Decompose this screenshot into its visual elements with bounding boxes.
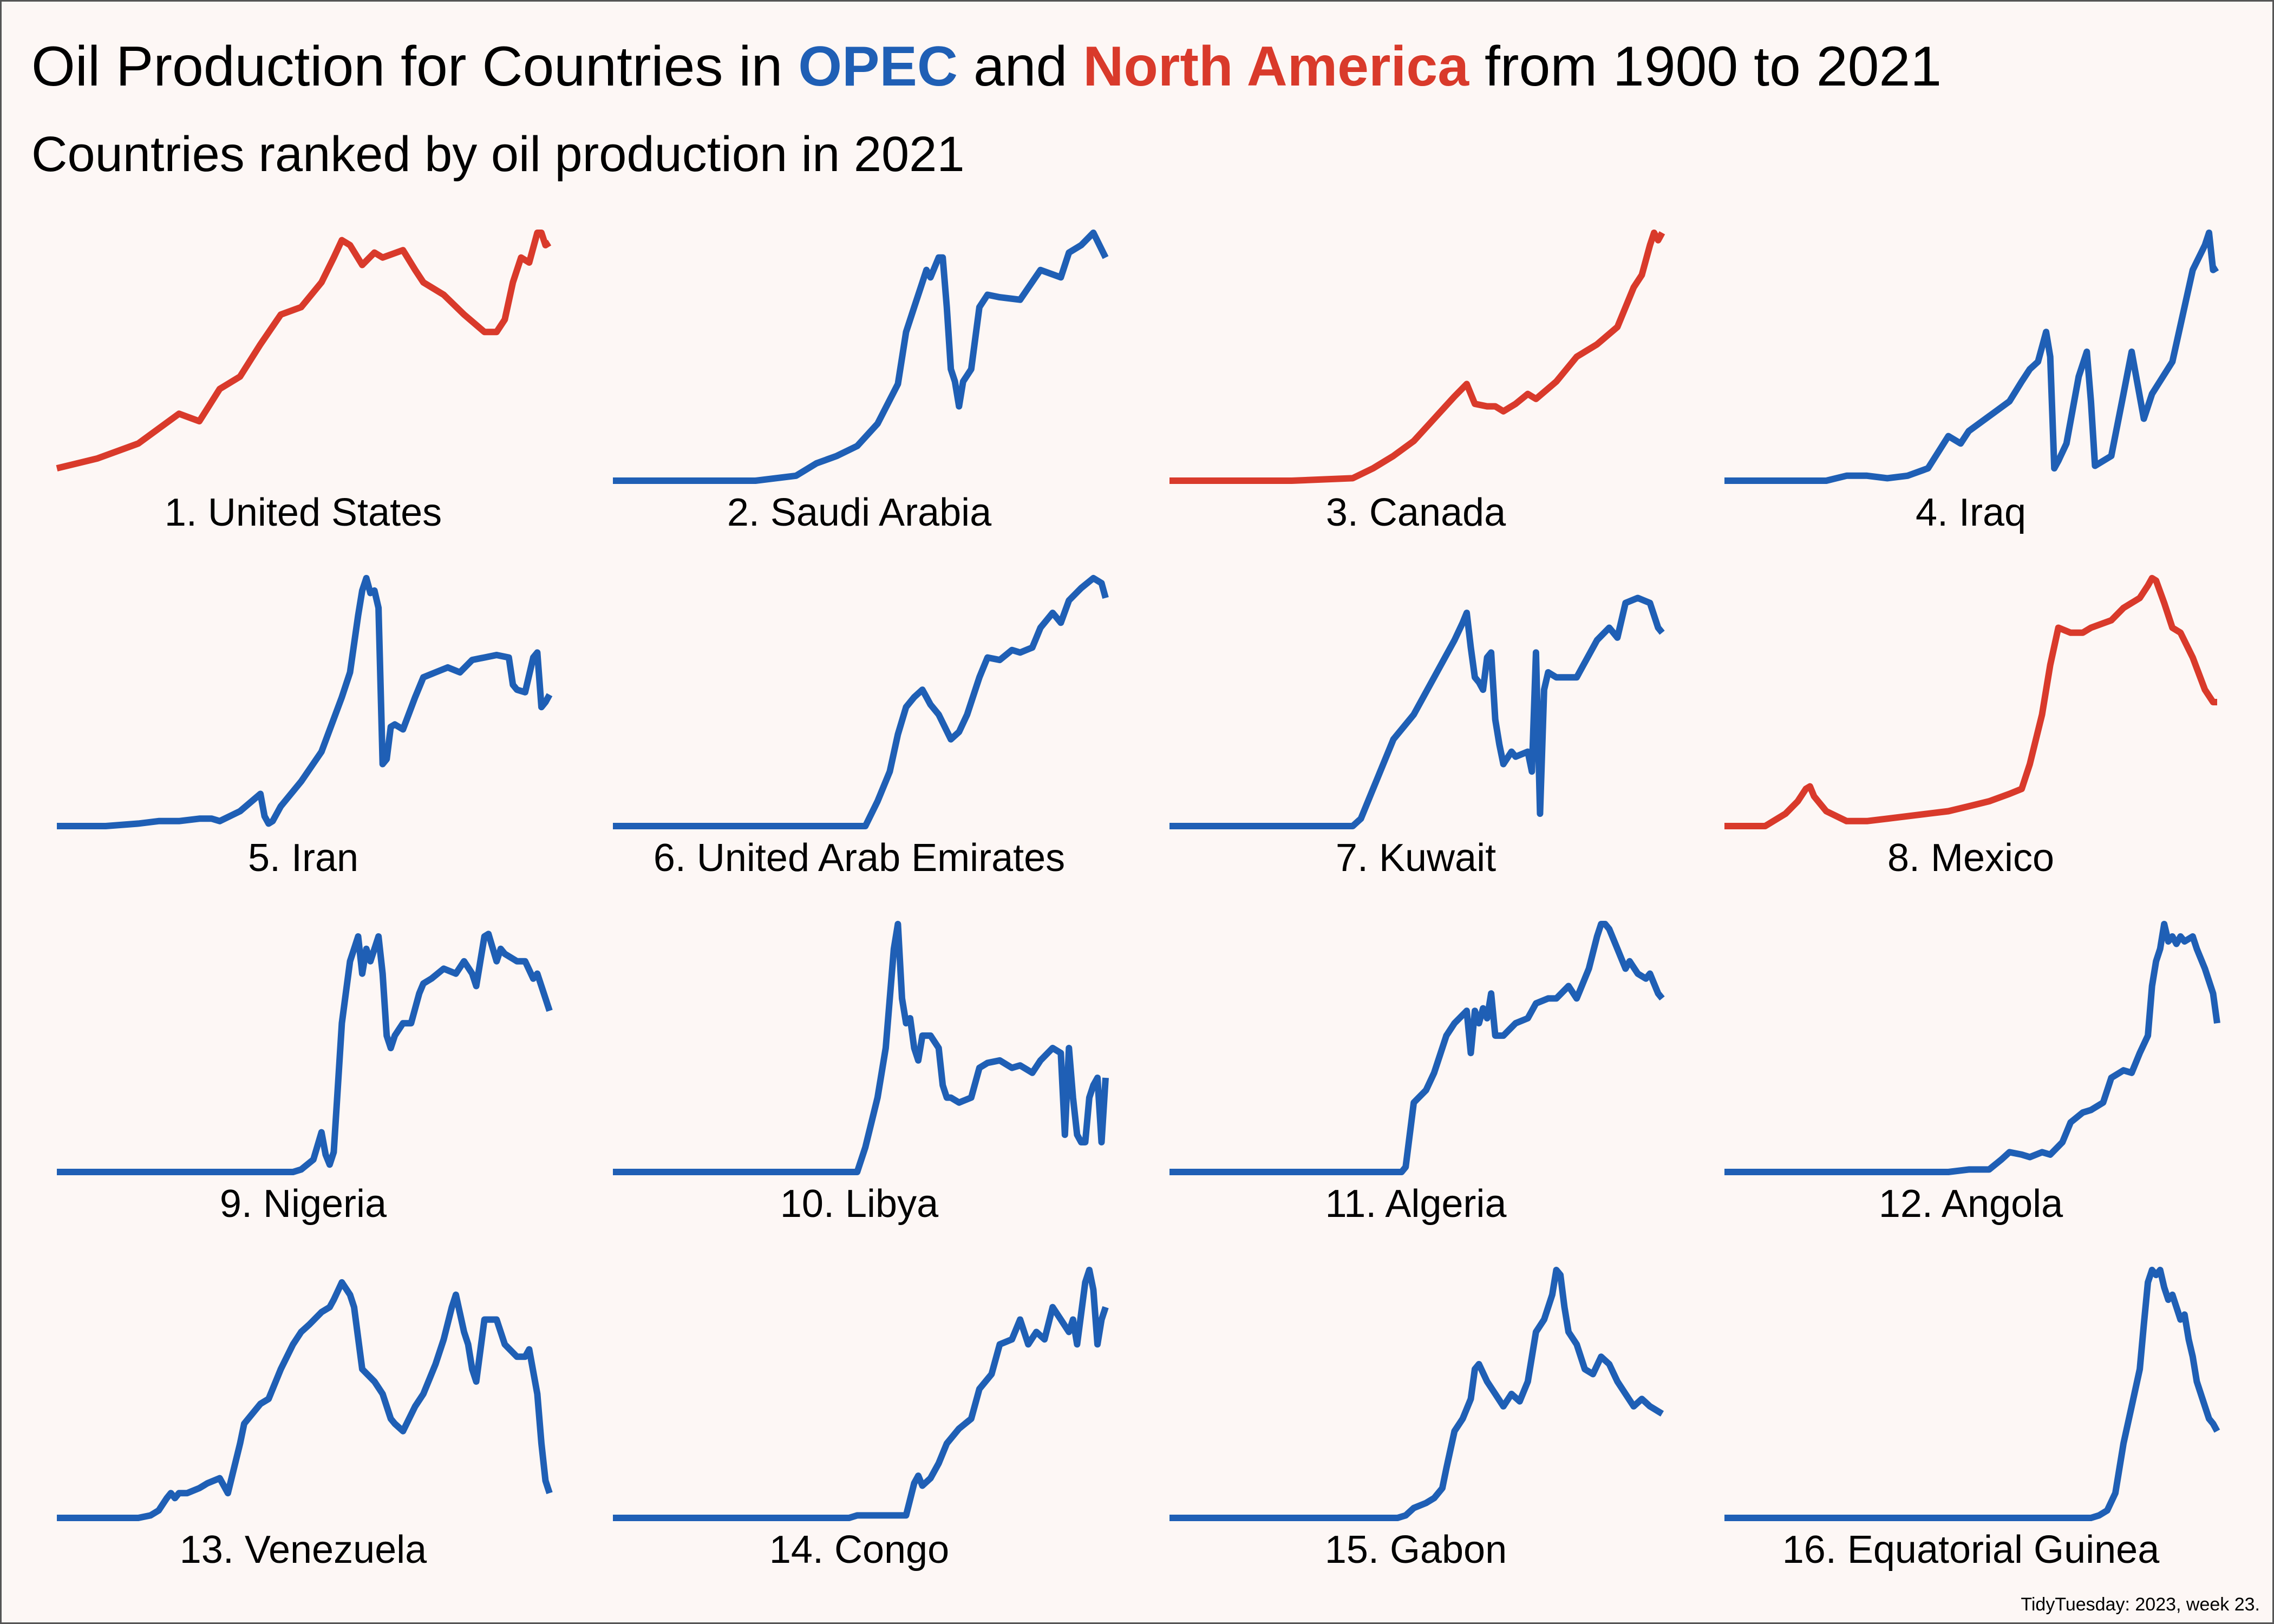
series-line (1724, 230, 2219, 484)
panel-3: 3. Canada (1164, 227, 1668, 534)
series-line (56, 230, 552, 472)
series-line (613, 575, 1109, 829)
title-prefix: Oil Production for Countries in (31, 35, 783, 98)
panel-line-svg (613, 921, 1109, 1175)
panel-label: 8. Mexico (1887, 836, 2055, 880)
title-suffix: from 1900 to 2021 (1484, 35, 1942, 98)
series-line (1724, 921, 2220, 1175)
panel-label: 11. Algeria (1325, 1182, 1507, 1226)
panel-label: 4. Iraq (1915, 491, 2027, 534)
panel-13: 13. Venezuela (51, 1265, 555, 1571)
series-line (1169, 594, 1665, 829)
panel-line-svg (57, 575, 553, 829)
series-line (1724, 575, 2217, 829)
title-opec-highlight: OPEC (798, 35, 958, 98)
panel-label: 5. Iran (247, 836, 359, 880)
title-north-america-highlight: North America (1083, 35, 1469, 98)
panel-15: 15. Gabon (1164, 1265, 1668, 1571)
chart-title: Oil Production for Countries in OPEC and… (31, 26, 1942, 107)
panel-label: 2. Saudi Arabia (727, 491, 992, 534)
panel-label: 14. Congo (769, 1528, 950, 1571)
panel-line-svg (57, 931, 553, 1175)
series-line (57, 931, 553, 1175)
panel-label: 1. United States (164, 491, 442, 534)
panel-line-svg (1169, 1267, 1664, 1521)
panel-line-svg (1724, 575, 2217, 829)
panel-label: 7. Kuwait (1335, 836, 1497, 880)
panel-10: 10. Libya (607, 919, 1111, 1226)
series-line (613, 1267, 1109, 1521)
panel-8: 8. Mexico (1719, 573, 2223, 880)
panel-label: 3. Canada (1325, 491, 1506, 534)
panel-line-svg (1169, 230, 1665, 484)
series-line (1169, 230, 1665, 484)
panel-2: 2. Saudi Arabia (607, 227, 1111, 534)
panel-9: 9. Nigeria (51, 919, 555, 1226)
series-line (1169, 1267, 1664, 1521)
panel-line-svg (1169, 594, 1665, 829)
series-line (1724, 1267, 2220, 1521)
chart-subtitle: Countries ranked by oil production in 20… (31, 127, 965, 182)
series-line (57, 1279, 553, 1521)
panel-line-svg (1724, 1267, 2220, 1521)
panel-label: 16. Equatorial Guinea (1782, 1528, 2160, 1571)
panel-16: 16. Equatorial Guinea (1719, 1265, 2223, 1571)
panel-line-svg (613, 1267, 1109, 1521)
panel-line-svg (56, 230, 552, 472)
panel-label: 10. Libya (780, 1182, 939, 1226)
panel-line-svg (613, 230, 1109, 484)
series-line (1169, 921, 1665, 1175)
panel-11: 11. Algeria (1164, 919, 1668, 1226)
panel-6: 6. United Arab Emirates (607, 573, 1111, 880)
panel-7: 7. Kuwait (1164, 573, 1668, 880)
panel-line-svg (1169, 921, 1665, 1175)
panel-label: 12. Angola (1878, 1182, 2063, 1226)
panel-label: 6. United Arab Emirates (653, 836, 1066, 880)
chart-caption: TidyTuesday: 2023, week 23. (2021, 1594, 2260, 1615)
panel-12: 12. Angola (1719, 919, 2223, 1226)
panel-label: 15. Gabon (1324, 1528, 1507, 1571)
series-line (613, 921, 1109, 1175)
panel-5: 5. Iran (51, 573, 555, 880)
panel-4: 4. Iraq (1719, 227, 2223, 534)
panel-line-svg (1724, 921, 2220, 1175)
panel-line-svg (613, 575, 1109, 829)
title-middle: and (973, 35, 1068, 98)
series-line (613, 230, 1109, 484)
panel-14: 14. Congo (607, 1265, 1111, 1571)
series-line (57, 575, 553, 829)
panel-label: 13. Venezuela (179, 1528, 427, 1571)
panel-line-svg (57, 1279, 553, 1521)
panel-line-svg (1724, 230, 2219, 484)
panel-1: 1. United States (51, 227, 555, 534)
panel-label: 9. Nigeria (219, 1182, 387, 1226)
